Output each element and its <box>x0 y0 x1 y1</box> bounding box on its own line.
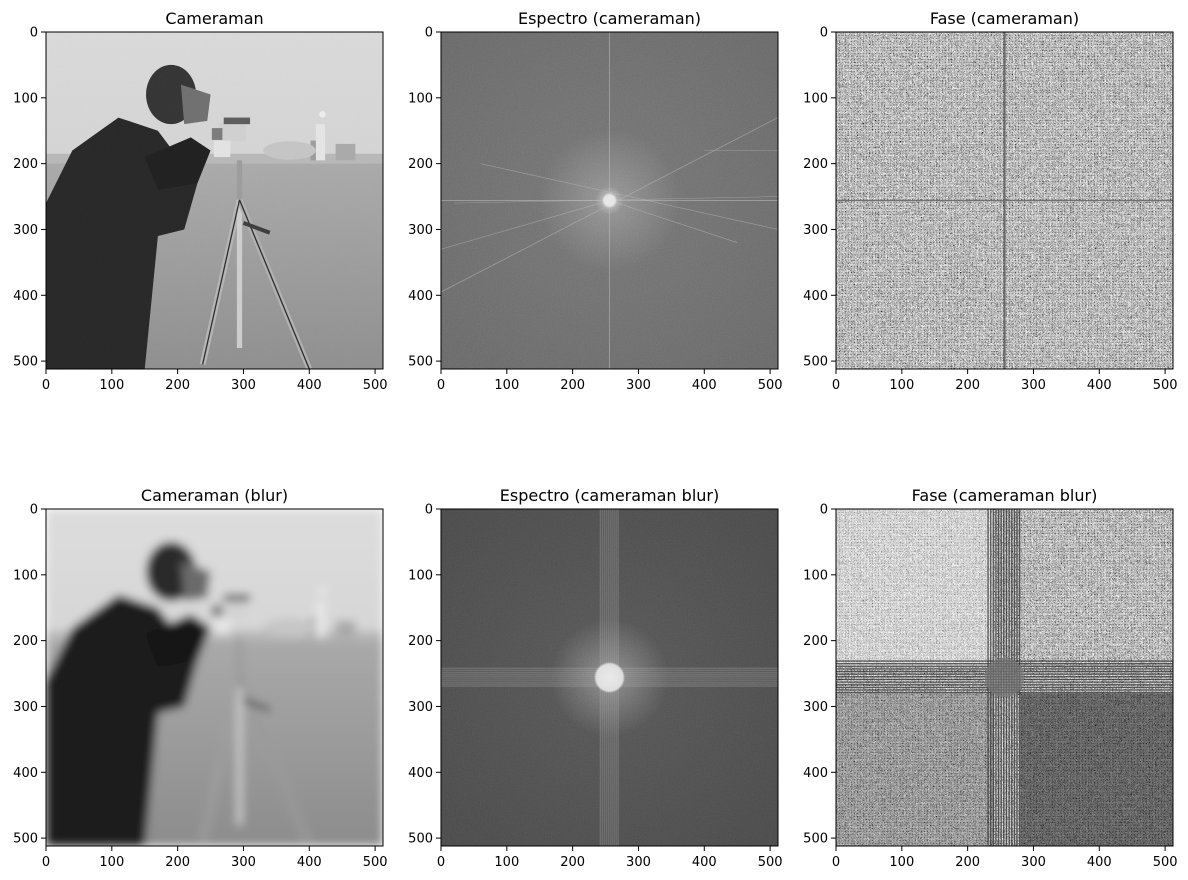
x-tick-label: 300 <box>626 378 651 393</box>
x-tick-label: 100 <box>99 855 124 870</box>
x-tick-label: 500 <box>363 378 388 393</box>
x-tick-label: 400 <box>1087 378 1112 393</box>
panel-title: Cameraman (blur) <box>141 486 288 505</box>
axes-frame <box>45 31 384 370</box>
x-tick-label: 200 <box>560 855 585 870</box>
x-tick-label: 200 <box>560 378 585 393</box>
x-tick-label: 100 <box>889 855 914 870</box>
panel-title: Espectro (cameraman) <box>518 9 701 28</box>
axes-frame <box>835 508 1174 847</box>
panel-title: Fase (cameraman blur) <box>912 486 1098 505</box>
panel-title: Espectro (cameraman blur) <box>500 486 719 505</box>
image-log-magnitude-spectrum <box>441 32 778 369</box>
axes-frame <box>45 508 384 847</box>
y-tick-label: 100 <box>408 568 433 583</box>
x-tick-label: 500 <box>1153 855 1178 870</box>
x-tick-label: 100 <box>494 855 519 870</box>
y-tick-label: 500 <box>803 355 828 370</box>
x-tick-label: 400 <box>297 378 322 393</box>
y-tick-label: 200 <box>803 634 828 649</box>
y-tick-label: 300 <box>13 223 38 238</box>
x-tick-label: 200 <box>165 855 190 870</box>
y-tick-label: 100 <box>803 568 828 583</box>
panel-title: Fase (cameraman) <box>930 9 1079 28</box>
x-tick-label: 200 <box>955 855 980 870</box>
x-tick-label: 0 <box>42 855 50 870</box>
y-tick-label: 100 <box>13 91 38 106</box>
x-tick-label: 0 <box>437 855 445 870</box>
y-tick-label: 0 <box>820 26 828 41</box>
image-blurred-cameraman-photo <box>46 509 383 846</box>
x-tick-label: 300 <box>626 855 651 870</box>
panel-spectrum: Espectro (cameraman) 0 100 200 300 400 500 0 100… <box>408 9 782 393</box>
image-cameraman-photo <box>46 32 383 369</box>
x-tick-label: 400 <box>692 378 717 393</box>
y-tick-label: 300 <box>803 223 828 238</box>
panel-phase-blur: Fase (cameraman blur) 0 100 200 300 400 500 0 10… <box>803 486 1177 870</box>
y-tick-label: 300 <box>13 700 38 715</box>
x-tick-label: 300 <box>1021 855 1046 870</box>
y-tick-label: 200 <box>408 157 433 172</box>
y-tick-label: 0 <box>820 503 828 518</box>
y-tick-label: 0 <box>425 26 433 41</box>
y-tick-label: 500 <box>408 832 433 847</box>
image-phase-spectrum <box>836 32 1173 369</box>
x-tick-label: 500 <box>758 378 783 393</box>
x-tick-label: 100 <box>494 378 519 393</box>
y-tick-label: 400 <box>408 766 433 781</box>
x-tick-label: 400 <box>692 855 717 870</box>
image-blurred-phase-spectrum <box>836 509 1173 846</box>
y-tick-label: 200 <box>803 157 828 172</box>
x-tick-label: 300 <box>1021 378 1046 393</box>
y-tick-label: 400 <box>13 289 38 304</box>
x-tick-label: 0 <box>437 378 445 393</box>
panel-cameraman: Cameraman 0 100 200 300 400 500 0 100 200 300 400 50… <box>13 9 387 393</box>
y-tick-label: 200 <box>13 157 38 172</box>
panel-cameraman-blur: Cameraman (blur) 0 100 200 300 400 500 0 100 200 3… <box>13 486 387 870</box>
y-tick-label: 0 <box>30 503 38 518</box>
axes-frame <box>835 31 1174 370</box>
x-tick-label: 400 <box>1087 855 1112 870</box>
y-tick-label: 200 <box>13 634 38 649</box>
x-tick-label: 100 <box>889 378 914 393</box>
y-tick-label: 0 <box>30 26 38 41</box>
axes-frame <box>440 508 779 847</box>
x-tick-label: 0 <box>832 378 840 393</box>
x-tick-label: 0 <box>832 855 840 870</box>
panel-spectrum-blur: Espectro (cameraman blur) 0 100 200 300 400 50… <box>408 486 782 870</box>
x-tick-label: 400 <box>297 855 322 870</box>
y-tick-label: 400 <box>408 289 433 304</box>
x-tick-label: 500 <box>758 855 783 870</box>
y-tick-label: 500 <box>803 832 828 847</box>
y-tick-label: 300 <box>408 223 433 238</box>
y-tick-label: 500 <box>408 355 433 370</box>
axes-frame <box>440 31 779 370</box>
x-tick-label: 500 <box>363 855 388 870</box>
image-blurred-log-magnitude-spectrum <box>441 509 778 846</box>
x-tick-label: 0 <box>42 378 50 393</box>
x-tick-label: 100 <box>99 378 124 393</box>
x-tick-label: 300 <box>231 378 256 393</box>
y-tick-label: 300 <box>408 700 433 715</box>
y-tick-label: 400 <box>803 289 828 304</box>
y-tick-label: 0 <box>425 503 433 518</box>
x-tick-label: 200 <box>165 378 190 393</box>
y-tick-label: 500 <box>13 832 38 847</box>
x-tick-label: 300 <box>231 855 256 870</box>
y-tick-label: 500 <box>13 355 38 370</box>
panel-phase: Fase (cameraman) 0 100 200 300 400 500 0 100 200 3… <box>803 9 1177 393</box>
y-tick-label: 100 <box>13 568 38 583</box>
panel-title: Cameraman <box>165 9 263 28</box>
y-tick-label: 300 <box>803 700 828 715</box>
y-tick-label: 400 <box>803 766 828 781</box>
x-tick-label: 200 <box>955 378 980 393</box>
x-tick-label: 500 <box>1153 378 1178 393</box>
y-tick-label: 400 <box>13 766 38 781</box>
y-tick-label: 100 <box>803 91 828 106</box>
y-tick-label: 200 <box>408 634 433 649</box>
y-tick-label: 100 <box>408 91 433 106</box>
